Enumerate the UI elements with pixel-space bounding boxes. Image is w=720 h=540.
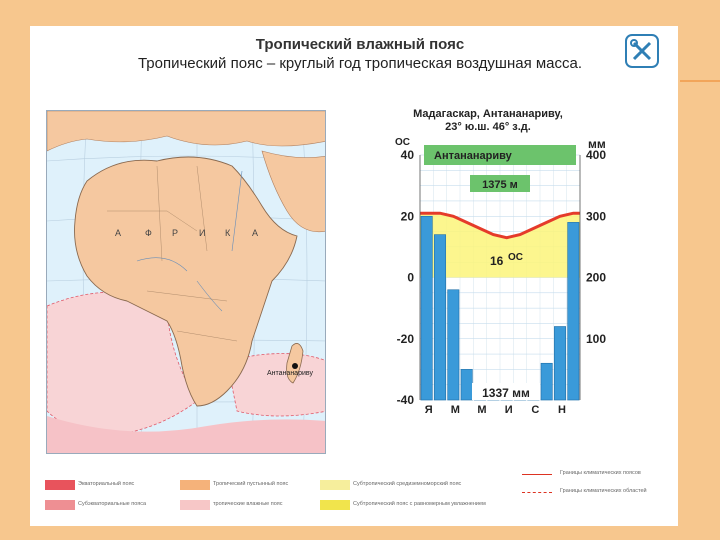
precipitation-bar — [447, 289, 460, 401]
month-label: С — [531, 404, 539, 416]
precipitation-bar — [420, 215, 433, 401]
continent-label-letter-6: А — [252, 228, 258, 238]
temp-tick-label: -20 — [397, 332, 415, 346]
annual-temp-label: 16 — [490, 254, 504, 268]
month-label: И — [505, 404, 513, 416]
month-label: Н — [558, 404, 566, 416]
tools-icon — [630, 39, 652, 61]
continent-label: А Ф Р И К А — [115, 228, 258, 238]
legend-swatch-2 — [45, 500, 75, 510]
temp-tick-label: 40 — [401, 148, 415, 162]
chart-title-line-1: Мадагаскар, Антананариву, — [413, 108, 563, 120]
elevation-label: 1375 м — [482, 179, 518, 191]
legend-swatch-1 — [45, 480, 75, 490]
temperature-fill — [420, 213, 580, 278]
legend-line-dashed — [522, 492, 552, 493]
temp-tick-label: 20 — [401, 209, 415, 223]
precip-tick-label: 400 — [586, 148, 606, 162]
city-label: Антананариву — [267, 370, 313, 377]
legend-swatch-5 — [320, 480, 350, 490]
annual-temp-unit: OC — [508, 252, 523, 263]
precipitation-bar — [434, 234, 446, 401]
month-label: М — [451, 404, 460, 416]
legend-label-3: Тропический пустынный пояс — [213, 481, 289, 487]
legend-swatch-3 — [180, 480, 210, 490]
precip-tick-label: 300 — [586, 209, 606, 223]
precip-unit-label: мм — [588, 137, 606, 151]
temp-tick-label: -40 — [397, 393, 415, 407]
annual-precip-label: 1337 мм — [482, 386, 530, 400]
legend-line-label-1: Границы климатических поясов — [560, 470, 641, 476]
precipitation-bar — [567, 222, 580, 401]
africa-map: А Ф Р И К А Антананариву — [46, 110, 326, 454]
legend-label-5: Субтропический средиземноморский пояс — [353, 481, 462, 487]
legend-label-1: Экваториальный пояс — [78, 481, 135, 487]
precip-tick-label: 100 — [586, 332, 606, 346]
slide-subtitle: Тропический пояс – круглый год тропическ… — [137, 55, 583, 72]
continent-label-letter-1: А — [115, 228, 121, 238]
station-band — [424, 145, 576, 165]
africa-continent — [74, 156, 298, 407]
decorative-line — [680, 80, 720, 82]
elevation-box — [470, 175, 530, 192]
annual-precip-box — [472, 383, 540, 400]
precipitation-bar — [540, 362, 553, 401]
map-legend: Экваториальный пояс Субэкваториальные по… — [40, 470, 670, 520]
continent-label-letter-4: И — [199, 228, 205, 238]
continent-label-letter-3: Р — [172, 228, 178, 238]
station-name: Антананариву — [434, 150, 513, 162]
legend-swatch-4 — [180, 500, 210, 510]
precip-tick-label: 200 — [586, 271, 606, 285]
legend-swatch-6 — [320, 500, 350, 510]
temp-unit-label: OC — [395, 137, 410, 148]
chart-title-line-2: 23° ю.ш. 46° з.д. — [445, 121, 531, 133]
continent-label-letter-5: К — [225, 228, 231, 238]
legend-label-6: Субтропический пояс с равномерным увлажн… — [353, 501, 486, 507]
tools-button[interactable] — [625, 34, 659, 68]
temp-tick-label: 0 — [407, 271, 414, 285]
temperature-line — [420, 211, 580, 240]
continent-label-letter-2: Ф — [145, 228, 152, 238]
city-marker — [292, 363, 298, 369]
month-label: Я — [425, 404, 433, 416]
temp-unit-superscript: OC — [395, 137, 410, 148]
legend-label-2: Субэкваториальные пояса — [78, 501, 147, 507]
legend-line-solid — [522, 474, 552, 475]
legend-label-4: тропические влажные пояс — [213, 501, 283, 507]
month-label: М — [477, 404, 486, 416]
legend-line-label-2: Границы климатических областей — [560, 488, 647, 494]
climate-chart: Мадагаскар, Антананариву, 23° ю.ш. 46° з… — [390, 100, 620, 425]
slide-title: Тропический влажный пояс — [255, 36, 465, 53]
precipitation-bar — [554, 326, 566, 401]
precipitation-bar — [460, 369, 473, 401]
